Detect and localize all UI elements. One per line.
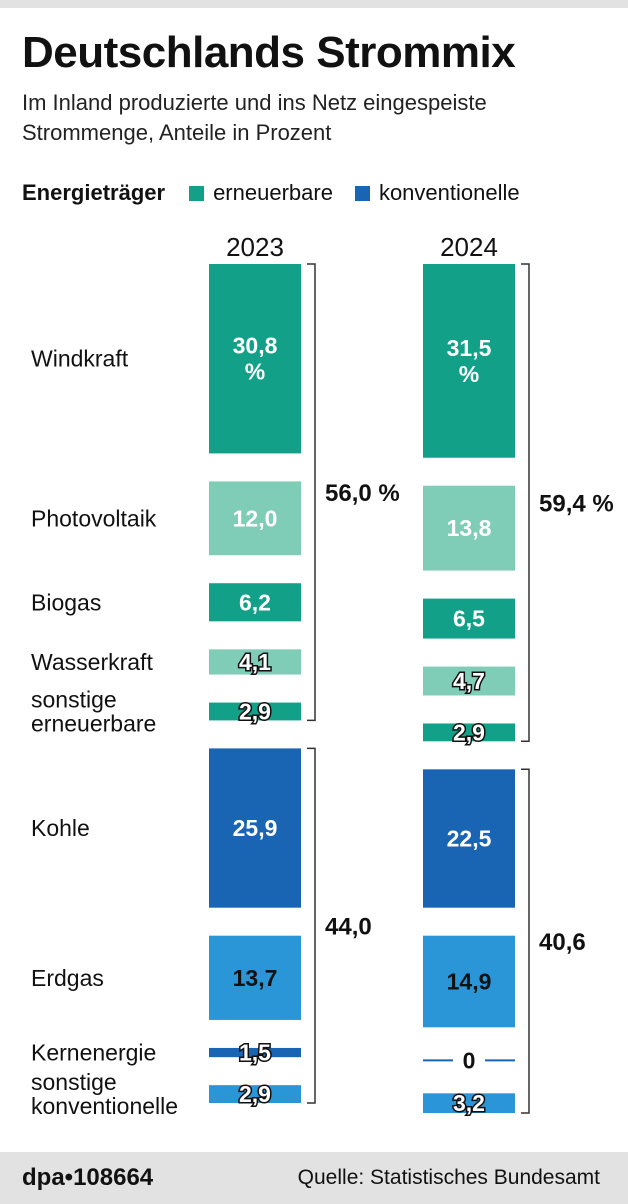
bar-2023-biogas xyxy=(209,583,301,622)
year-label-2023: 2023 xyxy=(226,232,284,262)
value-label-2023-sonstige-konventionelle: 2,9 xyxy=(239,1081,271,1107)
value-label-2023-photovoltaik: 12,0 xyxy=(233,505,278,531)
bar-2023-sonstige-konventionelle xyxy=(209,1085,301,1103)
bar-2024-erdgas xyxy=(423,935,515,1028)
value-label-2024-kernenergie: 0 xyxy=(463,1047,476,1073)
value-label-2024-kohle: 22,5 xyxy=(447,825,492,851)
bar-2024-windkraft xyxy=(423,264,515,458)
top-bar xyxy=(0,0,628,8)
bar-2023-wasserkraft xyxy=(209,649,301,675)
category-label-biogas: Biogas xyxy=(31,589,101,615)
value-label-2024-sonstige-konventionelle: 3,2 xyxy=(453,1090,485,1116)
bracket-2024-erneuerbare xyxy=(521,263,530,743)
bar-2023-photovoltaik xyxy=(209,481,301,556)
bar-2024-sonstige-erneuerbare xyxy=(423,723,515,742)
bar-2024-wasserkraft xyxy=(423,666,515,696)
legend: Energieträger erneuerbare konventionelle xyxy=(22,180,542,206)
total-label-2023-konventionelle: 44,0 xyxy=(325,914,372,941)
category-label-windkraft: Windkraft xyxy=(31,346,129,372)
value-label-2023-biogas: 6,2 xyxy=(239,589,271,615)
value-label-2023-wasserkraft: 4,1 xyxy=(239,649,271,675)
category-label-photovoltaik: Photovoltaik xyxy=(31,505,157,531)
year-label-2024: 2024 xyxy=(440,232,498,262)
bar-2023-kohle xyxy=(209,748,301,908)
total-label-2024-erneuerbare: 59,4 % xyxy=(539,491,614,518)
category-label-sonstige-konventionelle: sonstige konventionelle xyxy=(31,1069,178,1119)
value-label-2024-photovoltaik: 13,8 xyxy=(447,515,492,541)
legend-swatch-erneuerbare xyxy=(189,185,205,201)
value-label-2023-kohle: 25,9 xyxy=(233,815,278,841)
credit-label: dpa•108664 xyxy=(22,1164,154,1191)
value-label-2023-erdgas: 13,7 xyxy=(233,965,278,991)
value-label-2024-erdgas: 14,9 xyxy=(447,969,492,995)
total-label-2023-erneuerbare: 56,0 % xyxy=(325,480,400,507)
bracket-2023-erneuerbare xyxy=(307,263,316,722)
value-label-2024-sonstige-erneuerbare: 2,9 xyxy=(453,719,485,745)
bar-2023-erdgas xyxy=(209,935,301,1020)
bar-2024-sonstige-konventionelle xyxy=(423,1093,515,1113)
category-label-kernenergie: Kernenergie xyxy=(31,1040,156,1066)
legend-label-konventionelle: konventionelle xyxy=(378,180,520,205)
value-label-2024-biogas: 6,5 xyxy=(453,606,485,632)
value-label-2024-windkraft: 31,5% xyxy=(447,335,492,387)
source-label: Quelle: Statistisches Bundesamt xyxy=(297,1166,600,1189)
category-label-wasserkraft: Wasserkraft xyxy=(31,649,153,675)
bar-2024-kohle xyxy=(423,769,515,908)
bar-2023-sonstige-erneuerbare xyxy=(209,702,301,721)
footer: dpa•108664 Quelle: Statistisches Bundesa… xyxy=(0,1152,628,1204)
bar-2024-photovoltaik xyxy=(423,485,515,571)
value-label-2023-windkraft: 30,8% xyxy=(233,333,278,385)
chart-subtitle: Im Inland produzierte und ins Netz einge… xyxy=(22,90,487,145)
category-label-kohle: Kohle xyxy=(31,815,90,841)
bracket-2024-konventionelle xyxy=(521,768,530,1114)
bar-2023-kernenergie xyxy=(209,1047,301,1058)
value-label-2023-sonstige-erneuerbare: 2,9 xyxy=(239,698,271,724)
chart-title: Deutschlands Strommix xyxy=(22,28,516,77)
legend-label-erneuerbare: erneuerbare xyxy=(213,180,333,205)
legend-swatch-konventionelle xyxy=(354,185,370,201)
value-label-2023-kernenergie: 1,5 xyxy=(239,1040,271,1066)
legend-title: Energieträger xyxy=(22,180,166,205)
strommix-chart: Windkraft Photovoltaik Biogas Wasserkraft so… xyxy=(31,232,614,1119)
bar-2023-windkraft xyxy=(209,264,301,454)
bracket-2023-konventionelle xyxy=(307,747,316,1104)
value-label-2024-wasserkraft: 4,7 xyxy=(453,668,485,694)
bar-2024-biogas xyxy=(423,598,515,639)
category-label-sonstige-erneuerbare: sonstige erneuerbare xyxy=(31,686,156,736)
total-label-2024-konventionelle: 40,6 xyxy=(539,929,586,956)
category-label-erdgas: Erdgas xyxy=(31,965,104,991)
